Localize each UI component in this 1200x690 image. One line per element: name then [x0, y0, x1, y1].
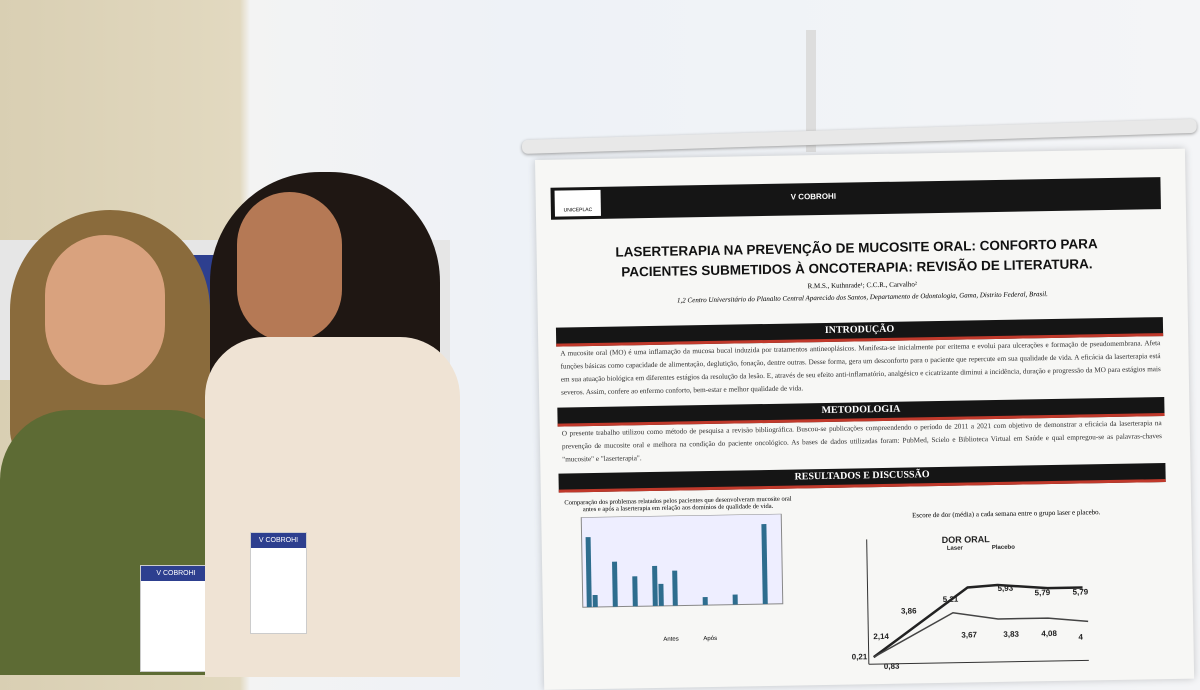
legend-item: Antes: [663, 637, 678, 643]
badge-text: V COBROHI: [141, 566, 211, 581]
value-label: 0,21: [851, 652, 868, 662]
line-placebo: [872, 583, 1083, 659]
plot-area: [580, 513, 784, 608]
line-figure: [866, 539, 1089, 665]
pole: [806, 30, 816, 152]
value-label: 0,83: [883, 661, 900, 671]
figure-caption: Escore de dor (média) a cada semana entr…: [912, 508, 1101, 520]
value-label: 2,14: [873, 631, 890, 642]
line-laser: [873, 611, 1089, 658]
poster-rod: [521, 118, 1197, 154]
value-label: 5,79: [1072, 587, 1089, 597]
value-label: 5,21: [942, 594, 959, 604]
person-left: V COBROHI: [0, 210, 240, 675]
figure-caption: Comparação dos problemas relatados pelos…: [564, 495, 792, 514]
legend-item: Após: [703, 636, 717, 642]
value-label: 5,93: [997, 583, 1014, 593]
section-text: A mucosite oral (MO) é uma inflamação da…: [560, 339, 1161, 397]
poster: UNICEPLAC V COBROHI LASERTERAPIA NA PREV…: [535, 148, 1195, 690]
value-label: 4,08: [1041, 628, 1057, 639]
banner: V COBROHI: [790, 191, 837, 202]
value-label: 3,67: [961, 630, 978, 640]
bar-figure: Antes Após: [580, 513, 784, 643]
person-right: V COBROHI: [205, 172, 465, 677]
value-label: 4: [1078, 632, 1083, 642]
value-label: 3,83: [1003, 629, 1020, 639]
badge-text: V COBROHI: [251, 533, 306, 548]
logo: UNICEPLAC: [554, 189, 601, 217]
poster-header: UNICEPLAC V COBROHI: [550, 177, 1161, 220]
bars: [585, 524, 768, 608]
section-heading: RESULTADOS E DISCUSSÃO: [558, 463, 1166, 493]
value-label: 3,86: [900, 606, 917, 616]
value-label: 5,79: [1034, 588, 1051, 598]
poster-title: LASERTERAPIA NA PREVENÇÃO DE MUCOSITE OR…: [615, 236, 1098, 280]
